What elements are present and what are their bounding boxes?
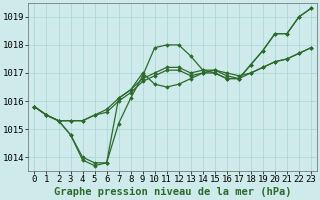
X-axis label: Graphe pression niveau de la mer (hPa): Graphe pression niveau de la mer (hPa) bbox=[54, 187, 292, 197]
